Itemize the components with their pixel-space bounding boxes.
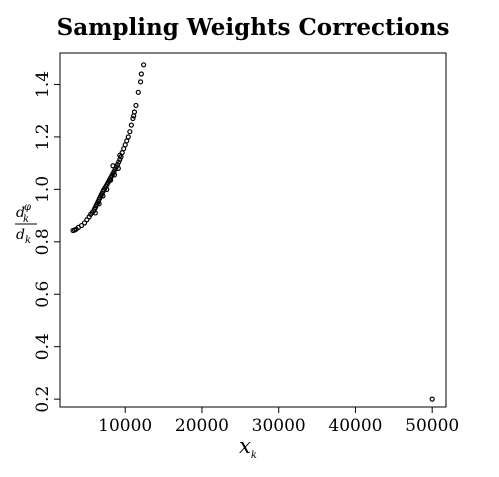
data-point [78, 222, 85, 229]
data-point [429, 396, 435, 402]
data-point [128, 122, 134, 128]
x-tick-label: 40000 [328, 416, 382, 436]
data-point [117, 152, 123, 158]
data-points [70, 62, 435, 402]
y-axis-label: dφ k dk [15, 202, 37, 246]
data-point [96, 201, 102, 207]
data-point [115, 165, 121, 171]
data-point [138, 71, 144, 77]
data-point [131, 113, 137, 119]
data-point [135, 89, 141, 95]
x-tick-label: 10000 [98, 416, 152, 436]
y-tick-label: 0.6 [33, 281, 53, 308]
data-point [127, 129, 133, 135]
data-point [141, 62, 147, 68]
y-tick-label: 1.4 [33, 71, 53, 98]
y-axis-label-denominator: dk [16, 227, 31, 246]
chart-title: Sampling Weights Corrections [57, 14, 450, 41]
data-point [100, 193, 106, 199]
data-point [104, 186, 110, 192]
data-point [108, 177, 114, 183]
x-tick-label: 50000 [405, 416, 459, 436]
y-axis-label-numerator: dφ k [16, 202, 31, 225]
data-point [125, 134, 131, 140]
x-axis-label: xk [239, 434, 257, 461]
y-axis: 0.2 0.4 0.6 0.8 1.0 1.2 1.4 [33, 71, 60, 413]
data-point [130, 115, 136, 122]
data-point [111, 172, 118, 178]
x-tick-label: 20000 [175, 416, 229, 436]
x-tick-label: 30000 [252, 416, 306, 436]
data-point [110, 163, 116, 169]
plot-frame [59, 52, 447, 408]
y-tick-label: 0.4 [33, 333, 53, 360]
data-point [92, 210, 98, 216]
data-point [116, 159, 122, 165]
y-tick-label: 0.8 [33, 228, 53, 255]
data-point [133, 102, 139, 109]
x-axis: 10000 20000 30000 40000 50000 [98, 407, 459, 436]
y-tick-label: 0.2 [33, 386, 53, 413]
y-tick-label: 1.2 [33, 123, 53, 150]
y-tick-label: 1.0 [33, 176, 53, 203]
data-point [137, 79, 144, 85]
data-point [131, 109, 138, 115]
